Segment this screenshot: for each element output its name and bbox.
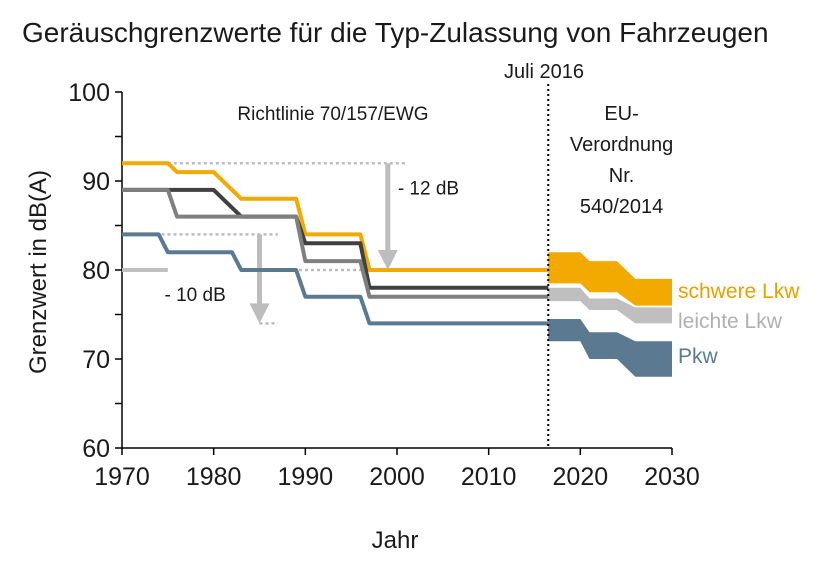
series-line — [122, 187, 549, 299]
y-tick-label: 90 — [82, 168, 110, 196]
x-tick-label: 1980 — [186, 463, 242, 491]
projection-band — [548, 252, 672, 306]
legend-label: Pkw — [678, 345, 719, 368]
projection-band — [548, 287, 672, 324]
y-tick-label: 70 — [82, 346, 110, 374]
y-tick-label: 100 — [68, 79, 110, 107]
x-tick-label: 1990 — [278, 463, 334, 491]
chart-title: Geräuschgrenzwerte für die Typ-Zulassung… — [22, 17, 769, 48]
y-axis-label: Grenzwert in dB(A) — [25, 170, 52, 374]
region-label-regulation: EU- — [604, 103, 638, 125]
region-label-regulation: 540/2014 — [580, 196, 663, 218]
y-tick-label: 80 — [82, 257, 110, 285]
annotation-label: - 12 dB — [398, 178, 459, 199]
x-tick-label: 2000 — [369, 463, 425, 491]
annotation-label: - 10 dB — [165, 285, 226, 306]
legend-label: schwere Lkw — [678, 280, 800, 303]
x-axis-label: Jahr — [372, 527, 419, 554]
arrow-head — [377, 250, 398, 270]
x-tick-label: 2010 — [461, 463, 517, 491]
series-line — [122, 161, 549, 272]
region-label-directive: Richtlinie 70/157/EWG — [237, 104, 428, 125]
legend-label: leichte Lkw — [678, 310, 783, 333]
y-tick-label: 60 — [82, 435, 110, 463]
arrow-head — [249, 303, 270, 324]
series-line — [122, 187, 549, 290]
x-tick-label: 1970 — [94, 463, 150, 491]
projection-band — [548, 318, 672, 377]
marker-label: Juli 2016 — [504, 61, 584, 83]
x-tick-label: 2020 — [553, 463, 609, 491]
region-label-regulation: Verordnung — [570, 134, 673, 156]
series-line — [122, 232, 549, 326]
x-tick-label: 2030 — [644, 463, 700, 491]
region-label-regulation: Nr. — [609, 165, 635, 187]
